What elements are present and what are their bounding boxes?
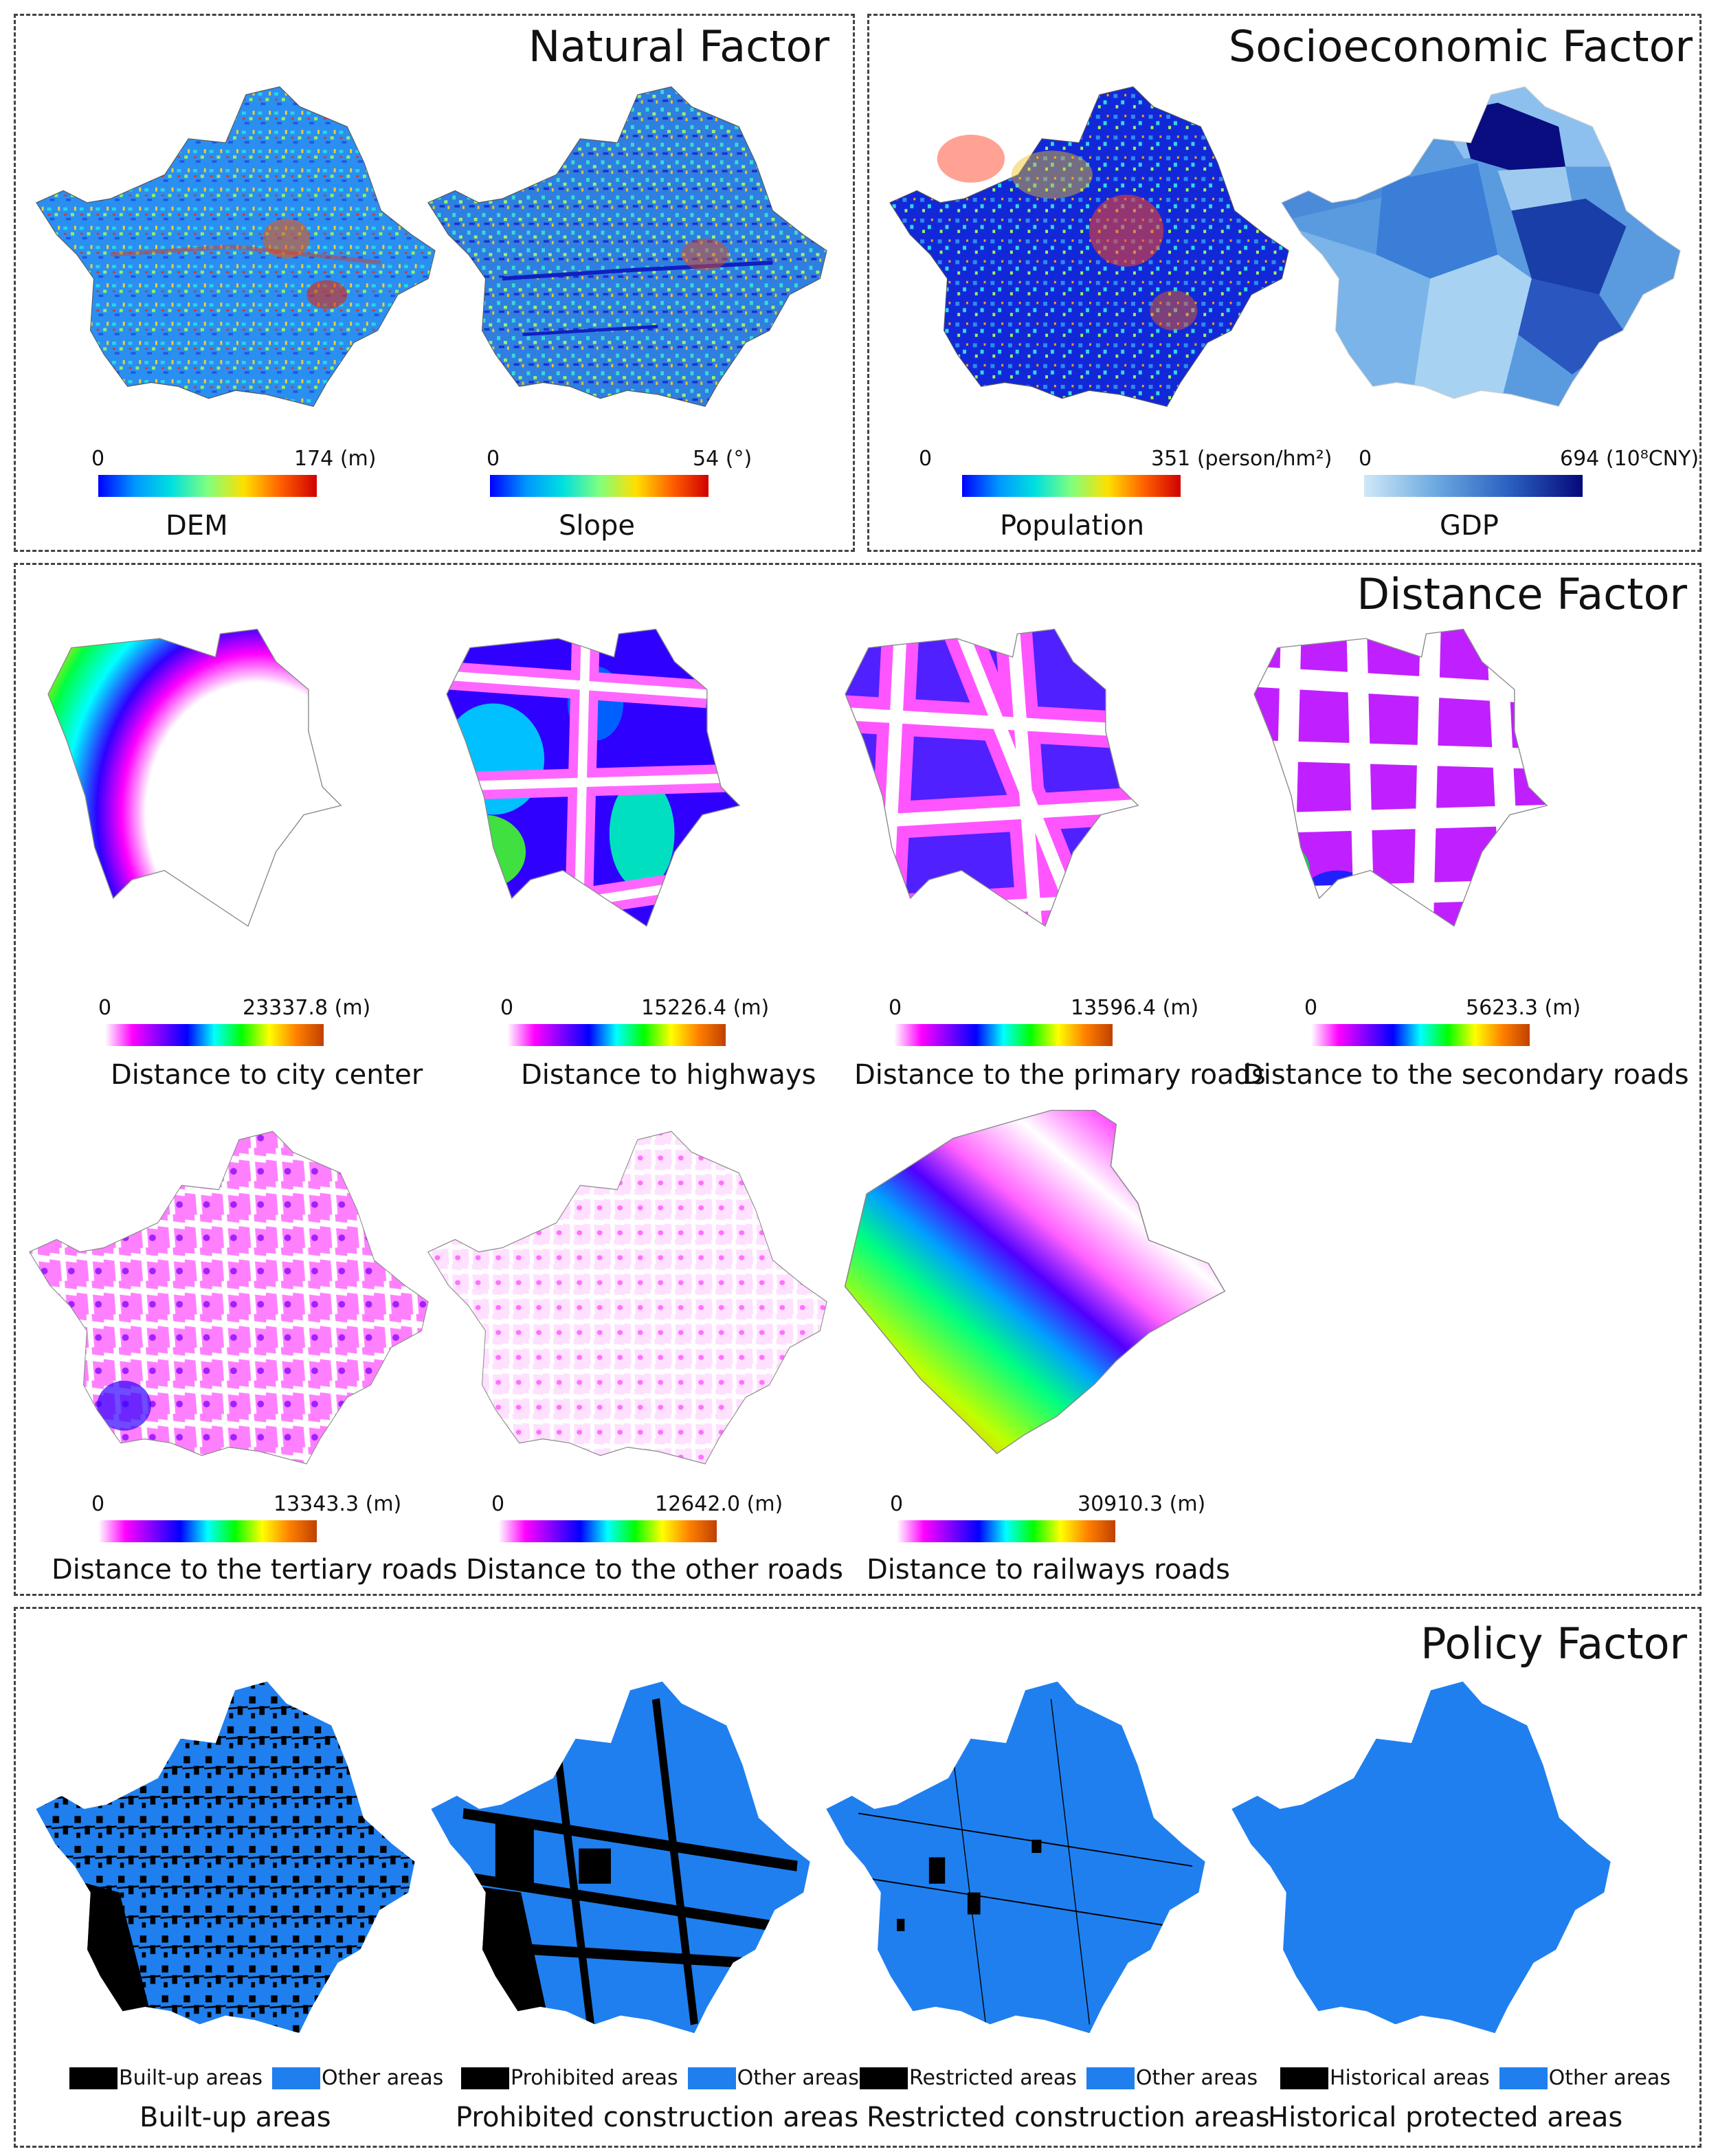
other-areas-legend-label: Other areas [1135, 2065, 1258, 2090]
panel-title: Natural Factor [528, 21, 829, 71]
distance-secondary-colorbar [1311, 1024, 1530, 1046]
distance-tertiary-max-label: 13343.3 (m) [274, 1492, 402, 1516]
historical-map [1225, 1664, 1617, 2042]
population-max-label: 351 (person/hm²) [1151, 447, 1332, 471]
panel-title: Socioeconomic Factor [1228, 21, 1693, 71]
restricted-caption: Restricted construction areas [867, 2102, 1270, 2133]
builtup-map [30, 1664, 421, 2042]
distance-railways-caption: Distance to railways roads [867, 1554, 1230, 1586]
restricted-legend: Restricted areas Other areas [860, 2066, 1267, 2090]
policy-factor-panel: Policy Factor [14, 1607, 1702, 2148]
distance-other-max-label: 12642.0 (m) [655, 1492, 783, 1516]
distance-secondary-caption: Distance to the secondary roads [1242, 1059, 1689, 1091]
historical-legend: Historical areas Other areas [1280, 2066, 1680, 2090]
prohibited-caption: Prohibited construction areas [456, 2102, 859, 2133]
historical-caption: Historical protected areas [1268, 2102, 1623, 2133]
other-areas-legend-label: Other areas [1548, 2065, 1671, 2090]
distance-other-colorbar [498, 1520, 717, 1542]
dem-colorbar [98, 475, 317, 497]
distance-highways-map [428, 620, 744, 991]
distance-primary-roads-map [827, 620, 1143, 991]
historical-swatch [1280, 2067, 1328, 2089]
builtup-caption: Built-up areas [140, 2102, 331, 2133]
prohibited-legend: Prohibited areas Other areas [461, 2066, 869, 2090]
dem-min-label: 0 [91, 447, 105, 471]
prohibited-swatch [461, 2067, 509, 2089]
distance-tertiary-colorbar [98, 1520, 317, 1542]
restricted-map [820, 1664, 1212, 2042]
distance-secondary-max-label: 5623.3 (m) [1466, 996, 1581, 1020]
gdp-max-label: 694 (10⁸CNY) [1560, 447, 1699, 471]
builtup-swatch [69, 2067, 118, 2089]
distance-tertiary-caption: Distance to the tertiary roads [52, 1554, 458, 1586]
slope-caption: Slope [559, 510, 635, 542]
other-areas-swatch [687, 2067, 736, 2089]
distance-secondary-roads-map [1236, 620, 1552, 991]
builtup-legend-label: Built-up areas [119, 2065, 263, 2090]
population-caption: Population [1000, 510, 1145, 542]
distance-primary-max-label: 13596.4 (m) [1071, 996, 1199, 1020]
restricted-swatch [860, 2067, 908, 2089]
restricted-legend-label: Restricted areas [909, 2065, 1077, 2090]
distance-other-caption: Distance to the other roads [466, 1554, 843, 1586]
population-colorbar [962, 475, 1181, 497]
other-areas-legend-label: Other areas [737, 2065, 859, 2090]
distance-city-caption: Distance to city center [111, 1059, 423, 1091]
gdp-map [1275, 71, 1687, 414]
natural-factor-panel: Natural Factor [14, 14, 855, 552]
distance-railways-min-label: 0 [890, 1492, 904, 1516]
distance-highways-colorbar [507, 1024, 726, 1046]
distance-city-center-map [30, 620, 346, 991]
dem-map [30, 71, 442, 414]
slope-max-label: 54 (°) [693, 447, 752, 471]
population-map [883, 71, 1295, 414]
builtup-legend: Built-up areas Other areas [69, 2066, 453, 2090]
slope-min-label: 0 [487, 447, 500, 471]
distance-primary-colorbar [894, 1024, 1113, 1046]
panel-title: Policy Factor [1420, 1619, 1687, 1669]
other-areas-legend-label: Other areas [321, 2065, 444, 2090]
distance-city-colorbar [105, 1024, 324, 1046]
other-areas-swatch [271, 2067, 320, 2089]
gdp-colorbar [1364, 475, 1583, 497]
distance-tertiary-min-label: 0 [91, 1492, 105, 1516]
distance-secondary-min-label: 0 [1304, 996, 1318, 1020]
panel-title: Distance Factor [1357, 569, 1687, 619]
historical-legend-label: Historical areas [1330, 2065, 1490, 2090]
gdp-caption: GDP [1440, 510, 1499, 542]
distance-primary-caption: Distance to the primary roads [854, 1059, 1266, 1091]
distance-primary-min-label: 0 [889, 996, 902, 1020]
distance-highways-caption: Distance to highways [521, 1059, 816, 1091]
distance-tertiary-roads-map [23, 1115, 435, 1472]
slope-map [421, 71, 834, 414]
socioeconomic-factor-panel: Socioeconomic Factor [867, 14, 1702, 552]
other-areas-swatch [1086, 2067, 1135, 2089]
prohibited-map [425, 1664, 816, 2042]
distance-highways-max-label: 15226.4 (m) [641, 996, 770, 1020]
prohibited-legend-label: Prohibited areas [511, 2065, 678, 2090]
distance-city-min-label: 0 [98, 996, 112, 1020]
distance-railways-max-label: 30910.3 (m) [1078, 1492, 1206, 1516]
population-min-label: 0 [919, 447, 933, 471]
distance-other-roads-map [421, 1115, 834, 1472]
distance-city-max-label: 23337.8 (m) [243, 996, 371, 1020]
gdp-min-label: 0 [1359, 447, 1372, 471]
dem-caption: DEM [166, 510, 228, 542]
distance-other-min-label: 0 [491, 1492, 505, 1516]
distance-railways-colorbar [897, 1520, 1115, 1542]
slope-colorbar [490, 475, 709, 497]
other-areas-swatch [1499, 2067, 1548, 2089]
distance-railways-map [823, 1101, 1236, 1472]
distance-highways-min-label: 0 [500, 996, 514, 1020]
distance-factor-panel: Distance Factor [14, 563, 1702, 1596]
dem-max-label: 174 (m) [294, 447, 377, 471]
